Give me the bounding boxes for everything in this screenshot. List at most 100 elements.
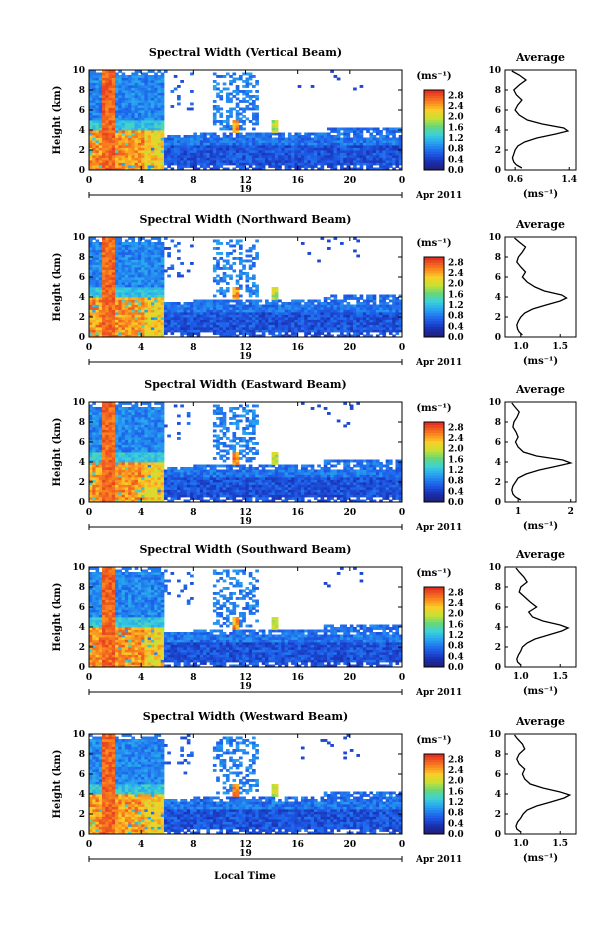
heatmap-cell bbox=[115, 87, 119, 91]
heatmap-cell bbox=[170, 239, 175, 243]
heatmap-cell bbox=[333, 324, 338, 328]
heatmap-cell bbox=[265, 312, 269, 315]
heatmap-cell bbox=[245, 107, 250, 111]
heatmap-cell bbox=[121, 304, 126, 308]
heatmap-cell bbox=[163, 307, 168, 310]
heatmap-cell bbox=[111, 302, 116, 305]
heatmap-cell bbox=[310, 145, 315, 148]
heatmap-cell bbox=[212, 329, 217, 333]
heatmap-cell bbox=[137, 327, 142, 330]
heatmap-cell bbox=[137, 115, 142, 118]
heatmap-cell bbox=[225, 312, 230, 315]
heatmap-cell bbox=[212, 247, 217, 250]
panel-2: Spectral Width (Northward Beam)0246810He… bbox=[52, 213, 577, 368]
heatmap-cell bbox=[118, 82, 122, 86]
heatmap-cell bbox=[128, 314, 132, 318]
heatmap-cell bbox=[128, 90, 132, 93]
heatmap-cell bbox=[395, 145, 400, 148]
heatmap-cell bbox=[333, 314, 338, 318]
heatmap-cell bbox=[102, 80, 106, 83]
heatmap-cell bbox=[398, 130, 403, 133]
heatmap-cell bbox=[147, 125, 152, 128]
heatmap-cell bbox=[95, 319, 100, 323]
heatmap-cell bbox=[232, 150, 237, 153]
heatmap-cell bbox=[212, 120, 217, 123]
colorbar-swatch bbox=[424, 95, 444, 99]
heatmap-cell bbox=[313, 135, 318, 138]
heatmap-cell bbox=[105, 102, 109, 106]
heatmap-cell bbox=[385, 314, 390, 318]
heatmap-cell bbox=[297, 147, 302, 151]
heatmap-cell bbox=[196, 147, 201, 151]
heatmap-cell bbox=[356, 307, 361, 310]
heatmap-cell bbox=[225, 322, 230, 325]
heatmap-cell bbox=[245, 327, 250, 330]
heatmap-cell bbox=[147, 112, 152, 116]
heatmap-cell bbox=[313, 334, 318, 338]
heatmap-cell bbox=[137, 85, 142, 88]
heatmap-cell bbox=[131, 287, 136, 290]
heatmap-cell bbox=[271, 332, 276, 335]
heatmap-cell bbox=[137, 145, 142, 148]
heatmap-cell bbox=[118, 152, 122, 156]
heatmap-cell bbox=[173, 244, 178, 248]
heatmap-cell bbox=[170, 302, 175, 305]
heatmap-cell bbox=[89, 127, 93, 131]
heatmap-cell bbox=[212, 80, 217, 83]
heatmap-cell bbox=[92, 417, 96, 420]
heatmap-cell bbox=[333, 162, 338, 166]
heatmap-cell bbox=[229, 125, 233, 128]
heatmap-cell bbox=[108, 477, 113, 480]
heatmap-cell bbox=[245, 272, 250, 275]
heatmap-cell bbox=[235, 92, 240, 96]
heatmap-cell bbox=[180, 329, 184, 333]
heatmap-cell bbox=[102, 127, 106, 131]
heatmap-cell bbox=[105, 314, 109, 318]
heatmap-cell bbox=[124, 487, 129, 490]
heatmap-cell bbox=[235, 289, 240, 293]
heatmap-cell bbox=[323, 142, 328, 146]
heatmap-cell bbox=[327, 142, 331, 146]
heatmap-cell bbox=[216, 239, 220, 243]
heatmap-cell bbox=[333, 312, 338, 315]
heatmap-cell bbox=[274, 322, 279, 325]
heatmap-cell bbox=[313, 145, 318, 148]
heatmap-cell bbox=[245, 82, 250, 86]
heatmap-cell bbox=[105, 407, 109, 410]
heatmap-cell bbox=[105, 87, 109, 91]
heatmap-cell bbox=[313, 137, 318, 141]
heatmap-cell bbox=[98, 152, 103, 156]
heatmap-cell bbox=[118, 324, 122, 328]
heatmap-cell bbox=[353, 87, 357, 91]
heatmap-cell bbox=[128, 249, 132, 253]
heatmap-cell bbox=[245, 92, 250, 96]
heatmap-cell bbox=[147, 107, 152, 111]
heatmap-cell bbox=[248, 312, 253, 315]
heatmap-cell bbox=[95, 407, 100, 410]
heatmap-cell bbox=[245, 132, 250, 136]
heatmap-cell bbox=[144, 272, 149, 275]
heatmap-cell bbox=[291, 332, 295, 335]
heatmap-cell bbox=[271, 327, 276, 330]
heatmap-cell bbox=[177, 165, 181, 168]
heatmap-cell bbox=[300, 324, 305, 328]
heatmap-cell bbox=[98, 155, 103, 158]
heatmap-cell bbox=[111, 150, 116, 153]
heatmap-cell bbox=[111, 80, 116, 83]
heatmap-cell bbox=[111, 309, 116, 313]
heatmap-cell bbox=[304, 309, 308, 313]
heatmap-cell bbox=[261, 317, 266, 320]
heatmap-cell bbox=[95, 309, 100, 313]
heatmap-cell bbox=[102, 427, 106, 430]
heatmap-cell bbox=[398, 137, 403, 141]
heatmap-cell bbox=[154, 237, 158, 240]
heatmap-cell bbox=[105, 269, 109, 273]
heatmap-cell bbox=[124, 155, 129, 158]
heatmap-cell bbox=[121, 414, 126, 418]
heatmap-cell bbox=[392, 327, 396, 330]
heatmap-cell bbox=[98, 299, 103, 303]
heatmap-cell bbox=[89, 489, 93, 493]
heatmap-cell bbox=[242, 322, 246, 325]
heatmap-cell bbox=[212, 162, 217, 166]
heatmap-cell bbox=[154, 247, 158, 250]
